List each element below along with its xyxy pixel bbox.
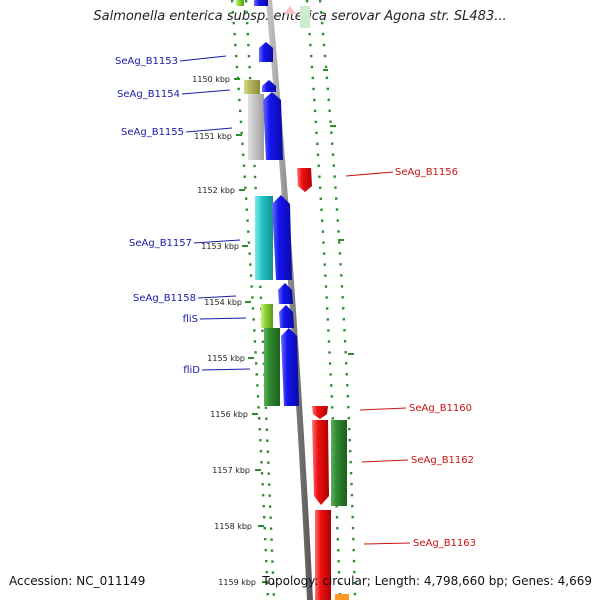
gene-label-flis[interactable]: fliS xyxy=(183,314,198,325)
top-fragment-blue xyxy=(254,0,268,6)
reverse-leader-lines xyxy=(345,171,411,545)
gene-b1154 xyxy=(262,80,276,92)
gene-label-b1155[interactable]: SeAg_B1155 xyxy=(121,127,184,138)
kbp-label: 1155 kbp xyxy=(207,354,245,363)
kbp-label: 1150 kbp xyxy=(192,75,230,84)
cog-bar-b1155 xyxy=(248,94,264,160)
gene-label-b1157[interactable]: SeAg_B1157 xyxy=(129,238,192,249)
gene-b1156 xyxy=(297,168,312,192)
outer-reverse-boundary xyxy=(318,0,357,600)
gene-b1157 xyxy=(272,195,292,280)
forward-gene-labels: SeAg_B1153 SeAg_B1154 SeAg_B1155 SeAg_B1… xyxy=(115,56,200,376)
gene-label-b1162[interactable]: SeAg_B1162 xyxy=(411,455,474,466)
track-boundaries xyxy=(230,0,357,600)
gene-bottom-orange xyxy=(335,594,349,600)
outer-forward-boundary xyxy=(230,0,270,600)
kbp-ticks xyxy=(234,78,268,583)
gene-label-b1153[interactable]: SeAg_B1153 xyxy=(115,56,178,67)
top-fragment-pink xyxy=(284,6,296,14)
gene-label-flid[interactable]: fliD xyxy=(183,365,200,376)
reverse-track-ticks xyxy=(323,69,354,355)
forward-leader-lines xyxy=(179,55,251,371)
reverse-gene-labels: SeAg_B1156 SeAg_B1160 SeAg_B1162 SeAg_B1… xyxy=(395,167,476,549)
gene-label-b1154[interactable]: SeAg_B1154 xyxy=(117,89,180,100)
map-title: Salmonella enterica subsp. enterica sero… xyxy=(93,9,507,24)
cog-bar-flis xyxy=(261,304,273,328)
kbp-label: 1153 kbp xyxy=(201,242,239,251)
top-fragment-lightgreen xyxy=(300,6,310,28)
gene-b1162 xyxy=(312,420,329,505)
kbp-label: 1156 kbp xyxy=(210,410,248,419)
cog-bar-b1154 xyxy=(244,80,260,94)
gene-b1163 xyxy=(315,510,331,600)
kbp-label: 1154 kbp xyxy=(204,298,242,307)
kbp-label: 1159 kbp xyxy=(218,578,256,587)
gene-label-b1160[interactable]: SeAg_B1160 xyxy=(409,403,472,414)
accession-text: Accession: NC_011149 xyxy=(9,574,146,588)
kbp-tick-labels: 1150 kbp 1151 kbp 1152 kbp 1153 kbp 1154… xyxy=(192,75,256,587)
gene-b1158 xyxy=(278,283,293,304)
cog-bar-flid xyxy=(264,328,280,406)
cog-bar-b1160 xyxy=(331,420,347,506)
cog-bar-b1157 xyxy=(255,196,273,280)
gene-b1160 xyxy=(312,406,328,419)
gene-label-b1158[interactable]: SeAg_B1158 xyxy=(133,293,196,304)
gene-flis xyxy=(279,305,294,328)
kbp-label: 1157 kbp xyxy=(212,466,250,475)
gene-b1153 xyxy=(259,42,273,62)
gene-flid xyxy=(281,328,299,406)
kbp-label: 1152 kbp xyxy=(197,186,235,195)
gene-label-b1156[interactable]: SeAg_B1156 xyxy=(395,167,458,178)
kbp-label: 1158 kbp xyxy=(214,522,252,531)
topology-summary: Topology: circular; Length: 4,798,660 bp… xyxy=(262,574,592,588)
gene-label-b1163[interactable]: SeAg_B1163 xyxy=(413,538,476,549)
kbp-label: 1151 kbp xyxy=(194,132,232,141)
top-fragment-green xyxy=(236,0,244,6)
gene-b1155 xyxy=(263,92,283,160)
